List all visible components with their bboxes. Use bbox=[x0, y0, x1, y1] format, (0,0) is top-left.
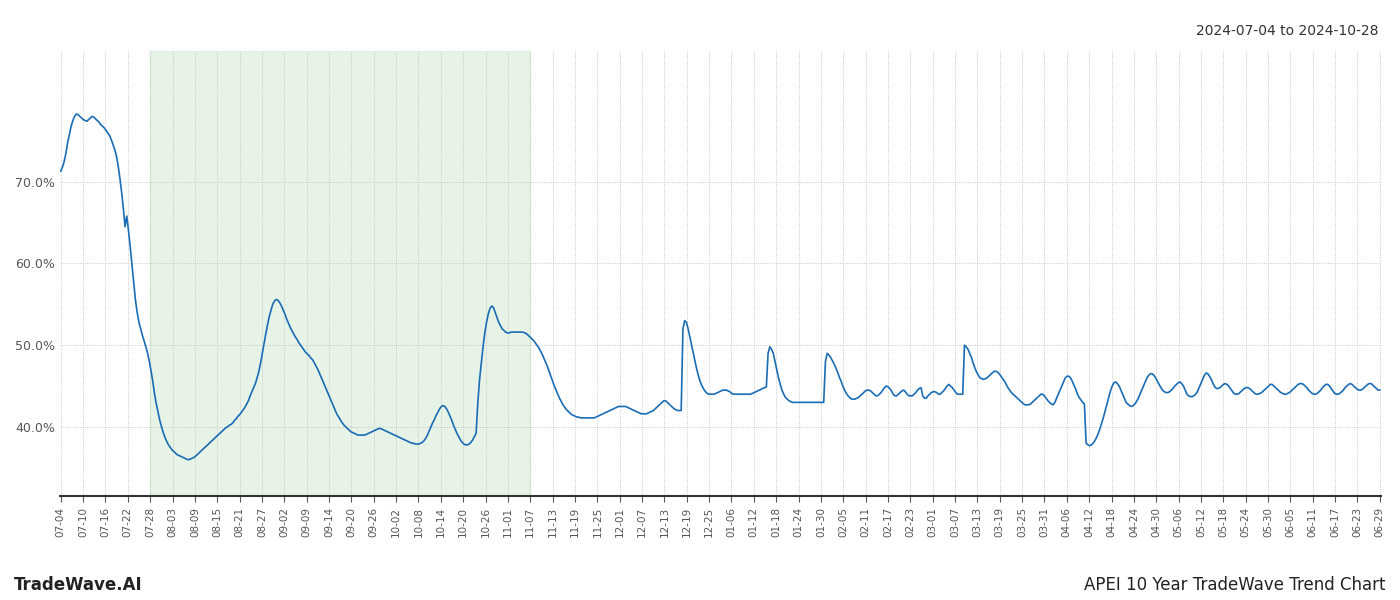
Text: TradeWave.AI: TradeWave.AI bbox=[14, 576, 143, 594]
Text: APEI 10 Year TradeWave Trend Chart: APEI 10 Year TradeWave Trend Chart bbox=[1085, 576, 1386, 594]
Text: 2024-07-04 to 2024-10-28: 2024-07-04 to 2024-10-28 bbox=[1197, 24, 1379, 38]
Bar bbox=[150, 51, 531, 496]
